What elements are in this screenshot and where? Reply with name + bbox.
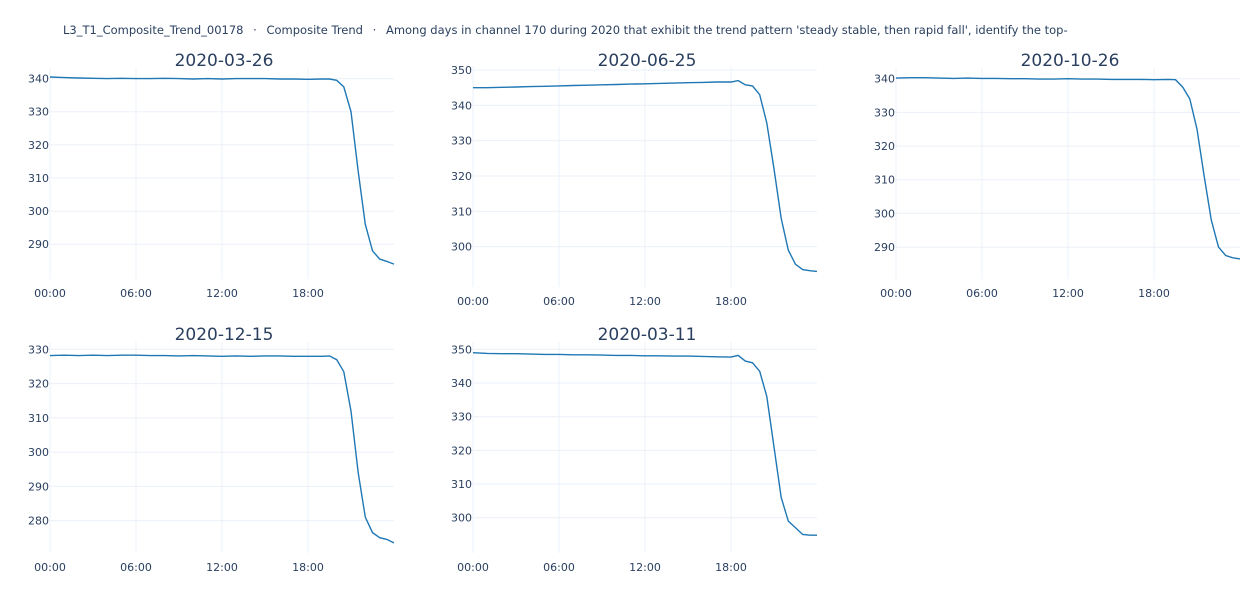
- chart-panel: 00:00 06:00 12:00 18:00 280 290 300 310 320 330 20…: [28, 325, 395, 574]
- panel-title: 2020-10-26: [1021, 51, 1120, 71]
- y-tick-label: 310: [451, 478, 472, 491]
- y-tick-label: 340: [874, 73, 895, 86]
- y-tick-label: 350: [451, 64, 472, 77]
- x-tick-label: 12:00: [629, 295, 661, 308]
- chart-panel: 00:00 06:00 12:00 18:00 290 300 310 320 330 340 20…: [28, 51, 395, 300]
- y-tick-label: 300: [451, 241, 472, 254]
- y-tick-label: 350: [451, 343, 472, 356]
- x-tick-label: 18:00: [292, 561, 324, 574]
- y-tick-label: 300: [451, 512, 472, 525]
- x-tick-label: 12:00: [1052, 287, 1084, 300]
- x-tick-label: 06:00: [543, 295, 575, 308]
- y-tick-label: 300: [28, 446, 49, 459]
- x-tick-label: 12:00: [206, 287, 238, 300]
- series-line: [895, 77, 1241, 260]
- header-question: Among days in channel 170 during 2020 th…: [385, 23, 1068, 37]
- y-tick-label: 310: [451, 205, 472, 218]
- panel-title: 2020-03-11: [598, 325, 697, 345]
- x-tick-label: 18:00: [1138, 287, 1170, 300]
- x-tick-label: 00:00: [880, 287, 912, 300]
- header-separator: ·: [372, 23, 377, 37]
- y-tick-label: 320: [28, 378, 49, 391]
- y-tick-label: 290: [28, 238, 49, 251]
- series-line: [472, 352, 817, 536]
- header-category: Composite Trend: [266, 23, 363, 37]
- chart-panel: 00:00 06:00 12:00 18:00 300 310 320 330 340 350 20…: [451, 51, 818, 308]
- y-tick-label: 320: [28, 139, 49, 152]
- x-tick-label: 18:00: [715, 295, 747, 308]
- y-tick-label: 290: [28, 480, 49, 493]
- y-tick-label: 320: [451, 170, 472, 183]
- y-tick-label: 310: [28, 172, 49, 185]
- x-tick-label: 00:00: [457, 561, 489, 574]
- header-separator: ·: [253, 23, 257, 37]
- panel-title: 2020-03-26: [175, 51, 274, 71]
- y-tick-label: 310: [874, 174, 895, 187]
- chart-panel: 00:00 06:00 12:00 18:00 290 300 310 320 330 340 20…: [874, 51, 1241, 300]
- y-tick-label: 340: [28, 73, 49, 86]
- chart-panel: 00:00 06:00 12:00 18:00 300 310 320 330 340 350 20…: [451, 325, 817, 574]
- series-line: [473, 79, 818, 273]
- y-tick-label: 330: [451, 135, 472, 148]
- x-tick-label: 12:00: [206, 561, 238, 574]
- x-tick-label: 06:00: [120, 561, 152, 574]
- x-tick-label: 12:00: [629, 561, 661, 574]
- y-tick-label: 340: [451, 377, 472, 390]
- x-tick-label: 06:00: [120, 287, 152, 300]
- y-tick-label: 340: [451, 99, 472, 112]
- x-tick-label: 18:00: [715, 561, 747, 574]
- x-tick-label: 00:00: [457, 295, 489, 308]
- panel-title: 2020-12-15: [175, 325, 274, 345]
- y-tick-label: 330: [28, 106, 49, 119]
- y-tick-label: 300: [874, 207, 895, 220]
- panel-title: 2020-06-25: [598, 51, 697, 71]
- y-tick-label: 300: [28, 205, 49, 218]
- y-tick-label: 330: [874, 106, 895, 119]
- series-line: [49, 76, 395, 265]
- y-tick-label: 330: [451, 411, 472, 424]
- y-tick-label: 330: [28, 343, 49, 356]
- y-tick-label: 320: [451, 444, 472, 457]
- x-tick-label: 06:00: [966, 287, 998, 300]
- x-tick-label: 06:00: [543, 561, 575, 574]
- y-tick-label: 280: [28, 515, 49, 528]
- chart-header: L3_T1_Composite_Trend_00178 · Composite …: [63, 23, 1068, 37]
- x-tick-label: 00:00: [34, 287, 66, 300]
- y-tick-label: 290: [874, 241, 895, 254]
- x-tick-label: 18:00: [292, 287, 324, 300]
- series-line: [49, 354, 395, 544]
- y-tick-label: 310: [28, 412, 49, 425]
- header-id: L3_T1_Composite_Trend_00178: [63, 23, 244, 37]
- x-tick-label: 00:00: [34, 561, 66, 574]
- y-tick-label: 320: [874, 140, 895, 153]
